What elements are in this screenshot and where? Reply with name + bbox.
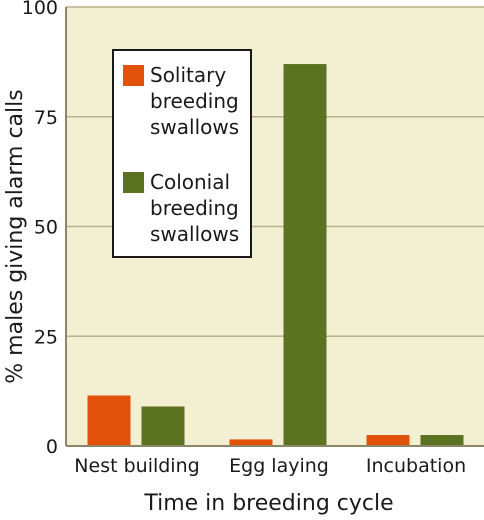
- y-tick-label: 0: [46, 436, 58, 458]
- bar-solitary-egg-laying: [229, 439, 273, 446]
- x-axis-title: Time in breeding cycle: [143, 491, 393, 516]
- legend-swatch: [123, 65, 144, 86]
- x-category-label: Egg laying: [229, 455, 329, 477]
- bar-solitary-incubation: [366, 435, 410, 446]
- x-category-label: Incubation: [366, 455, 466, 477]
- legend-label: swallows: [150, 115, 239, 139]
- bars: [87, 64, 464, 446]
- legend-label: breeding: [150, 196, 239, 220]
- legend-label: Colonial: [150, 170, 230, 194]
- x-category-label: Nest building: [74, 455, 199, 477]
- bar-solitary-nest-building: [87, 395, 131, 446]
- bar-colonial-nest-building: [141, 406, 185, 446]
- y-tick-label: 75: [34, 107, 58, 129]
- y-tick-label: 25: [34, 326, 58, 348]
- y-tick-label: 50: [34, 217, 58, 239]
- x-category-labels: Nest building Egg laying Incubation: [74, 455, 466, 477]
- legend-label: Solitary: [150, 63, 226, 87]
- bar-colonial-egg-laying: [283, 64, 327, 446]
- bar-colonial-incubation: [420, 435, 464, 446]
- legend-swatch: [123, 172, 144, 193]
- legend: SolitarybreedingswallowsColonialbreeding…: [112, 49, 252, 258]
- y-tick-label: 100: [22, 0, 58, 19]
- axes: [65, 7, 484, 447]
- y-axis-title: % males giving alarm calls: [3, 89, 28, 383]
- legend-label: breeding: [150, 89, 239, 113]
- y-tick-labels: 0 25 50 75 100: [22, 0, 58, 458]
- legend-label: swallows: [150, 222, 239, 246]
